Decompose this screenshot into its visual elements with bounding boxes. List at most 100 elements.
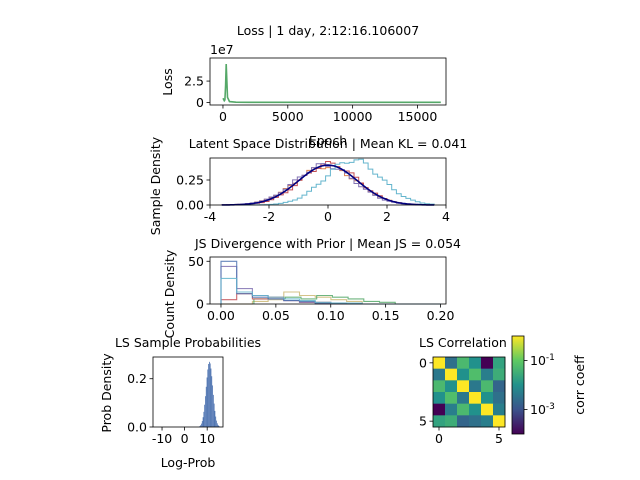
- corr-plot-area: 0 505: [419, 355, 506, 446]
- heatmap-cell: [481, 415, 494, 428]
- prob-bar: [209, 363, 211, 427]
- loss-xlabel: Epoch: [309, 133, 347, 148]
- heatmap-cell: [481, 380, 494, 393]
- prob-plot-area: -10 0 10 0.0 0.2: [127, 361, 221, 446]
- latent-title: Latent Space Distribution | Mean KL = 0.…: [189, 136, 468, 151]
- latent-histogram: [221, 163, 435, 206]
- latent-histogram: [221, 158, 435, 206]
- loss-ytick-label: 0: [196, 95, 204, 110]
- prob-bar: [214, 410, 216, 427]
- corr-title: LS Correlation: [419, 335, 507, 350]
- js-plot-area: 0.00 0.05 0.10 0.15 0.20 0 50: [188, 254, 454, 323]
- heatmap-cell: [493, 380, 506, 393]
- js-title: JS Divergence with Prior | Mean JS = 0.0…: [194, 236, 461, 251]
- correlation-panel: LS Correlation 0 505 10-110-3 corr coeff: [419, 335, 587, 446]
- prob-bar: [206, 377, 208, 427]
- heatmap-cell: [469, 380, 482, 393]
- heatmap-cell: [445, 357, 458, 369]
- prob-bar: [201, 421, 203, 427]
- latent-xtick-label: -4: [204, 209, 217, 224]
- heatmap-cell: [445, 392, 458, 404]
- latent-ytick-label: 0.25: [176, 173, 204, 188]
- latent-axes-frame: [209, 157, 447, 206]
- prob-bar: [202, 417, 204, 427]
- colorbar-ticks: 10-1 10-3: [524, 353, 555, 417]
- heatmap-cell: [445, 368, 458, 381]
- colorbar-tick-label: 10-1: [530, 353, 555, 368]
- colorbar-tick-label: 10-3: [530, 402, 555, 417]
- heatmap-cell: [493, 357, 506, 369]
- latent-xtick-label: 0: [324, 209, 332, 224]
- heatmap-cell: [433, 380, 446, 393]
- latent-panel: Latent Space Distribution | Mean KL = 0.…: [148, 136, 467, 235]
- prob-axes-frame: [152, 356, 224, 428]
- prob-bar: [218, 425, 220, 427]
- js-axes-frame: [209, 256, 447, 305]
- heatmap-cell: [493, 392, 506, 404]
- js-ylabel: Count Density: [162, 249, 177, 338]
- prob-bar: [216, 423, 218, 427]
- heatmap-cell: [469, 392, 482, 404]
- corr-axes-frame: [432, 356, 506, 428]
- prob-ytick-label: 0.0: [127, 420, 147, 435]
- prob-bar: [200, 425, 202, 427]
- loss-series-line: [222, 63, 441, 104]
- latent-ytick-label: 0.00: [176, 198, 204, 213]
- heatmap-cell: [469, 368, 482, 381]
- heatmap-cell: [457, 392, 470, 404]
- prob-bar: [212, 394, 214, 427]
- prob-title: LS Sample Probabilities: [115, 335, 261, 350]
- prob-bar: [208, 363, 209, 427]
- heatmap-cell: [481, 392, 494, 404]
- latent-xtick-label: 2: [383, 209, 391, 224]
- heatmap-cell: [481, 403, 494, 416]
- prob-bar: [211, 376, 213, 427]
- heatmap-cell: [481, 368, 494, 381]
- heatmap-cell: [469, 415, 482, 428]
- heatmap-cell: [493, 415, 506, 428]
- js-xtick-label: 0.00: [207, 308, 235, 323]
- prob-xtick-label: 0: [181, 431, 189, 446]
- prob-bar: [207, 369, 209, 427]
- loss-xtick-label: 10000: [333, 109, 373, 124]
- heatmap-cell: [469, 357, 482, 369]
- loss-xtick-label: 0: [219, 109, 227, 124]
- probabilities-panel: LS Sample Probabilities Prob Density Log…: [99, 335, 261, 470]
- latent-xtick-label: 4: [442, 209, 450, 224]
- prob-ytick-label: 0.2: [127, 371, 147, 386]
- heatmap-cell: [433, 415, 446, 428]
- heatmap-cell: [493, 403, 506, 416]
- latent-prior-curve: [221, 164, 435, 206]
- corr-ytick-label: 5: [419, 414, 427, 429]
- prob-bar: [217, 424, 219, 427]
- heatmap-cell: [433, 357, 446, 369]
- colorbar: [511, 335, 525, 435]
- heatmap-cell: [433, 392, 446, 404]
- prob-bar: [212, 385, 213, 427]
- latent-plot-area: -4 -2 0 2 4 0.00 0.25: [176, 158, 450, 224]
- js-ytick-label: 50: [188, 254, 204, 269]
- loss-title: Loss | 1 day, 2:12:16.106007: [237, 23, 419, 38]
- prob-bar: [199, 426, 201, 427]
- js-panel: JS Divergence with Prior | Mean JS = 0.0…: [162, 236, 461, 338]
- latent-ylabel: Sample Density: [148, 136, 163, 235]
- latent-xtick-label: -2: [263, 209, 275, 224]
- heatmap-cell: [457, 380, 470, 393]
- heatmap-cell: [433, 403, 446, 416]
- loss-xtick-label: 5000: [272, 109, 304, 124]
- heatmap-cell: [457, 368, 470, 381]
- loss-ytick-label: 2.5: [184, 74, 204, 89]
- loss-plot-area: 0 5000 10000 15000 0 2.5: [184, 63, 441, 124]
- loss-ylabel: Loss: [160, 68, 175, 95]
- js-xtick-label: 0.10: [317, 308, 345, 323]
- js-ytick-label: 0: [196, 297, 204, 312]
- heatmap-cell: [445, 380, 458, 393]
- loss-panel: Loss | 1 day, 2:12:16.106007 1e7 Loss Ep…: [160, 23, 447, 148]
- prob-bar: [210, 368, 212, 427]
- prob-bar: [205, 386, 207, 427]
- heatmap-cell: [457, 357, 470, 369]
- corr-xtick-label: 5: [495, 431, 503, 446]
- prob-bar: [213, 403, 215, 427]
- loss-offset-text: 1e7: [210, 42, 234, 57]
